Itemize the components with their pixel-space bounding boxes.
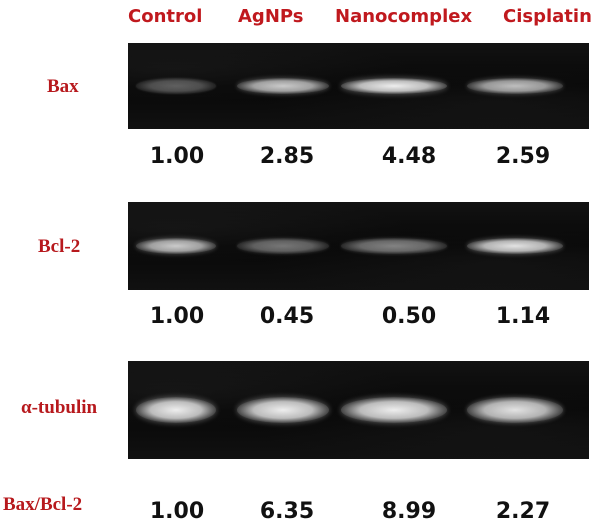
value-ratio-nanocomplex: 8.99	[381, 499, 437, 524]
gel-band	[467, 78, 563, 94]
blot-panel-alpha-tubulin	[128, 361, 589, 459]
value-ratio-control: 1.00	[149, 499, 205, 524]
blot-panel-bax	[128, 43, 589, 129]
value-bax-cisplatin: 2.59	[495, 144, 551, 169]
value-bcl2-nanocomplex: 0.50	[381, 304, 437, 329]
value-bcl2-control: 1.00	[149, 304, 205, 329]
blot-panel-bcl2	[128, 202, 589, 290]
gel-band	[237, 397, 329, 423]
gel-band	[341, 238, 447, 254]
value-bax-control: 1.00	[149, 144, 205, 169]
column-header-agnps: AgNPs	[238, 6, 304, 27]
gel-band	[136, 238, 216, 254]
gel-band	[467, 238, 563, 254]
gel-band	[136, 78, 216, 94]
row-label-bax-bcl2-ratio: Bax/Bcl-2	[3, 494, 83, 515]
gel-band	[341, 397, 447, 423]
gel-band	[341, 78, 447, 94]
row-label-bax: Bax	[47, 76, 79, 97]
column-header-cisplatin: Cisplatin	[503, 6, 592, 27]
value-ratio-agnps: 6.35	[259, 499, 315, 524]
value-ratio-cisplatin: 2.27	[495, 499, 551, 524]
gel-band	[467, 397, 563, 423]
value-bax-nanocomplex: 4.48	[381, 144, 437, 169]
value-bax-agnps: 2.85	[259, 144, 315, 169]
value-bcl2-cisplatin: 1.14	[495, 304, 551, 329]
value-bcl2-agnps: 0.45	[259, 304, 315, 329]
row-label-bcl2: Bcl-2	[38, 236, 81, 257]
column-header-nanocomplex: Nanocomplex	[335, 6, 473, 27]
gel-band	[237, 78, 329, 94]
gel-band	[237, 238, 329, 254]
column-header-control: Control	[128, 6, 203, 27]
row-label-alpha-tubulin: α-tubulin	[21, 397, 98, 418]
gel-band	[136, 397, 216, 423]
